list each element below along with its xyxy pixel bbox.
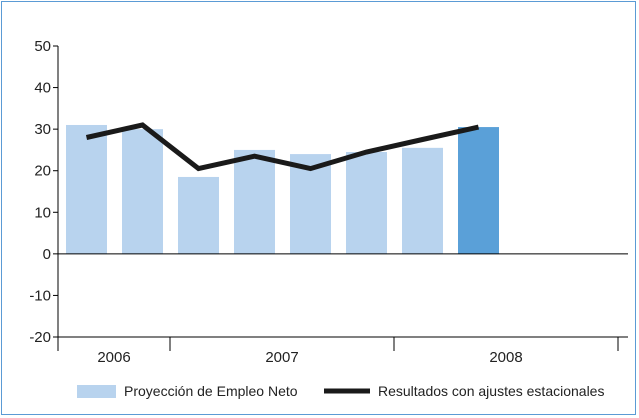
legend: Proyección de Empleo Neto Resultados con …	[77, 383, 604, 399]
x-year-label: 2007	[265, 349, 298, 366]
bar-6	[346, 152, 387, 254]
y-tick-label: 0	[43, 246, 51, 263]
y-tick-label: -10	[29, 287, 51, 304]
y-tick-label: -20	[29, 329, 51, 346]
bar-3	[178, 176, 219, 254]
y-tick-label: 10	[34, 204, 51, 221]
line-group	[85, 122, 480, 172]
x-year-label: 2008	[489, 349, 522, 366]
y-tick-label: 20	[34, 163, 51, 180]
legend-swatch-bars	[77, 385, 116, 398]
bar-4	[234, 149, 275, 254]
axes-group: 50 40 30 20 10 0 -10 -20 2006 2007 2008	[29, 38, 628, 366]
legend-label-line: Resultados con ajustes estacionales	[378, 383, 604, 399]
legend-label-bars: Proyección de Empleo Neto	[124, 383, 298, 399]
bar-1	[66, 124, 107, 254]
y-tick-label: 30	[34, 121, 51, 138]
y-tick-label: 40	[34, 80, 51, 97]
bar-8	[458, 127, 499, 254]
bar-group	[66, 124, 499, 254]
bar-2	[122, 129, 163, 254]
y-tick-label: 50	[34, 38, 51, 55]
bar-7	[402, 147, 443, 254]
x-year-label: 2006	[97, 349, 130, 366]
line-series-resultados	[85, 122, 480, 172]
